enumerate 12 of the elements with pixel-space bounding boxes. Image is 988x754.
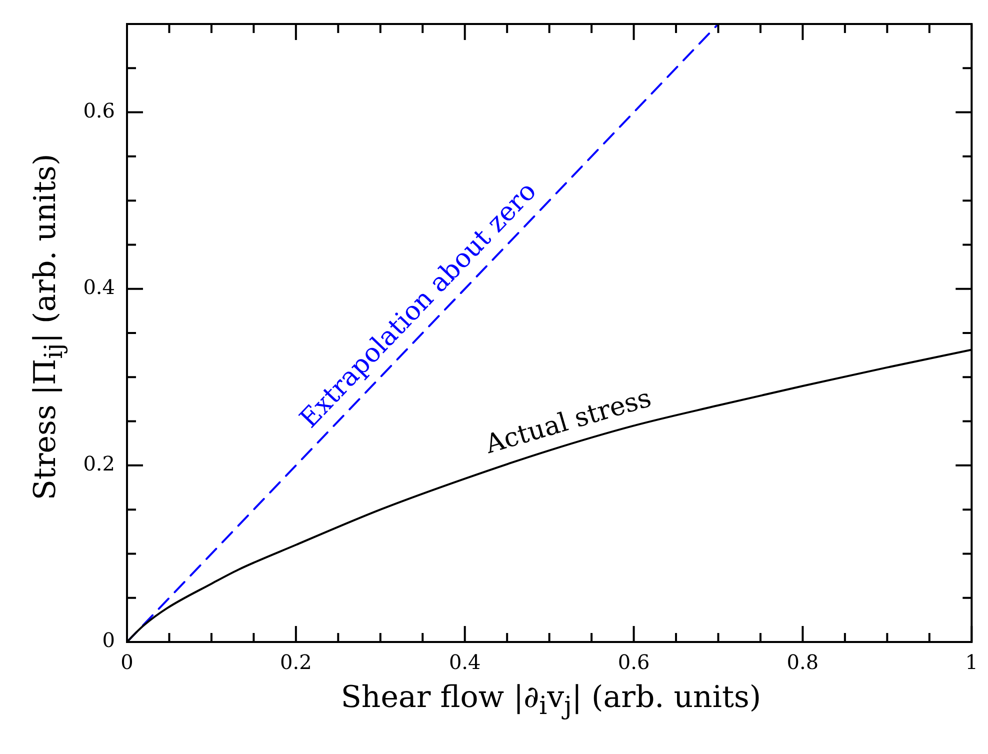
x-tick-label: 0.6 xyxy=(618,650,650,674)
x-tick-label: 0 xyxy=(120,650,134,674)
x-tick-label: 1 xyxy=(965,650,978,674)
y-tick-label: 0.4 xyxy=(83,275,115,300)
x-tick-label: 0.4 xyxy=(448,650,481,674)
text: Actual stress xyxy=(481,383,655,460)
x-tick-label: 0.8 xyxy=(786,650,819,674)
y-tick-label: 0.2 xyxy=(83,452,115,476)
y-tick-label: 0 xyxy=(102,628,115,652)
y-tick-label: 0.6 xyxy=(83,98,115,122)
x-tick-label: 0.2 xyxy=(280,650,312,674)
x-axis-title: Shear flow |∂$_{i}$v$_{j}$| (arb. units) xyxy=(340,680,762,720)
